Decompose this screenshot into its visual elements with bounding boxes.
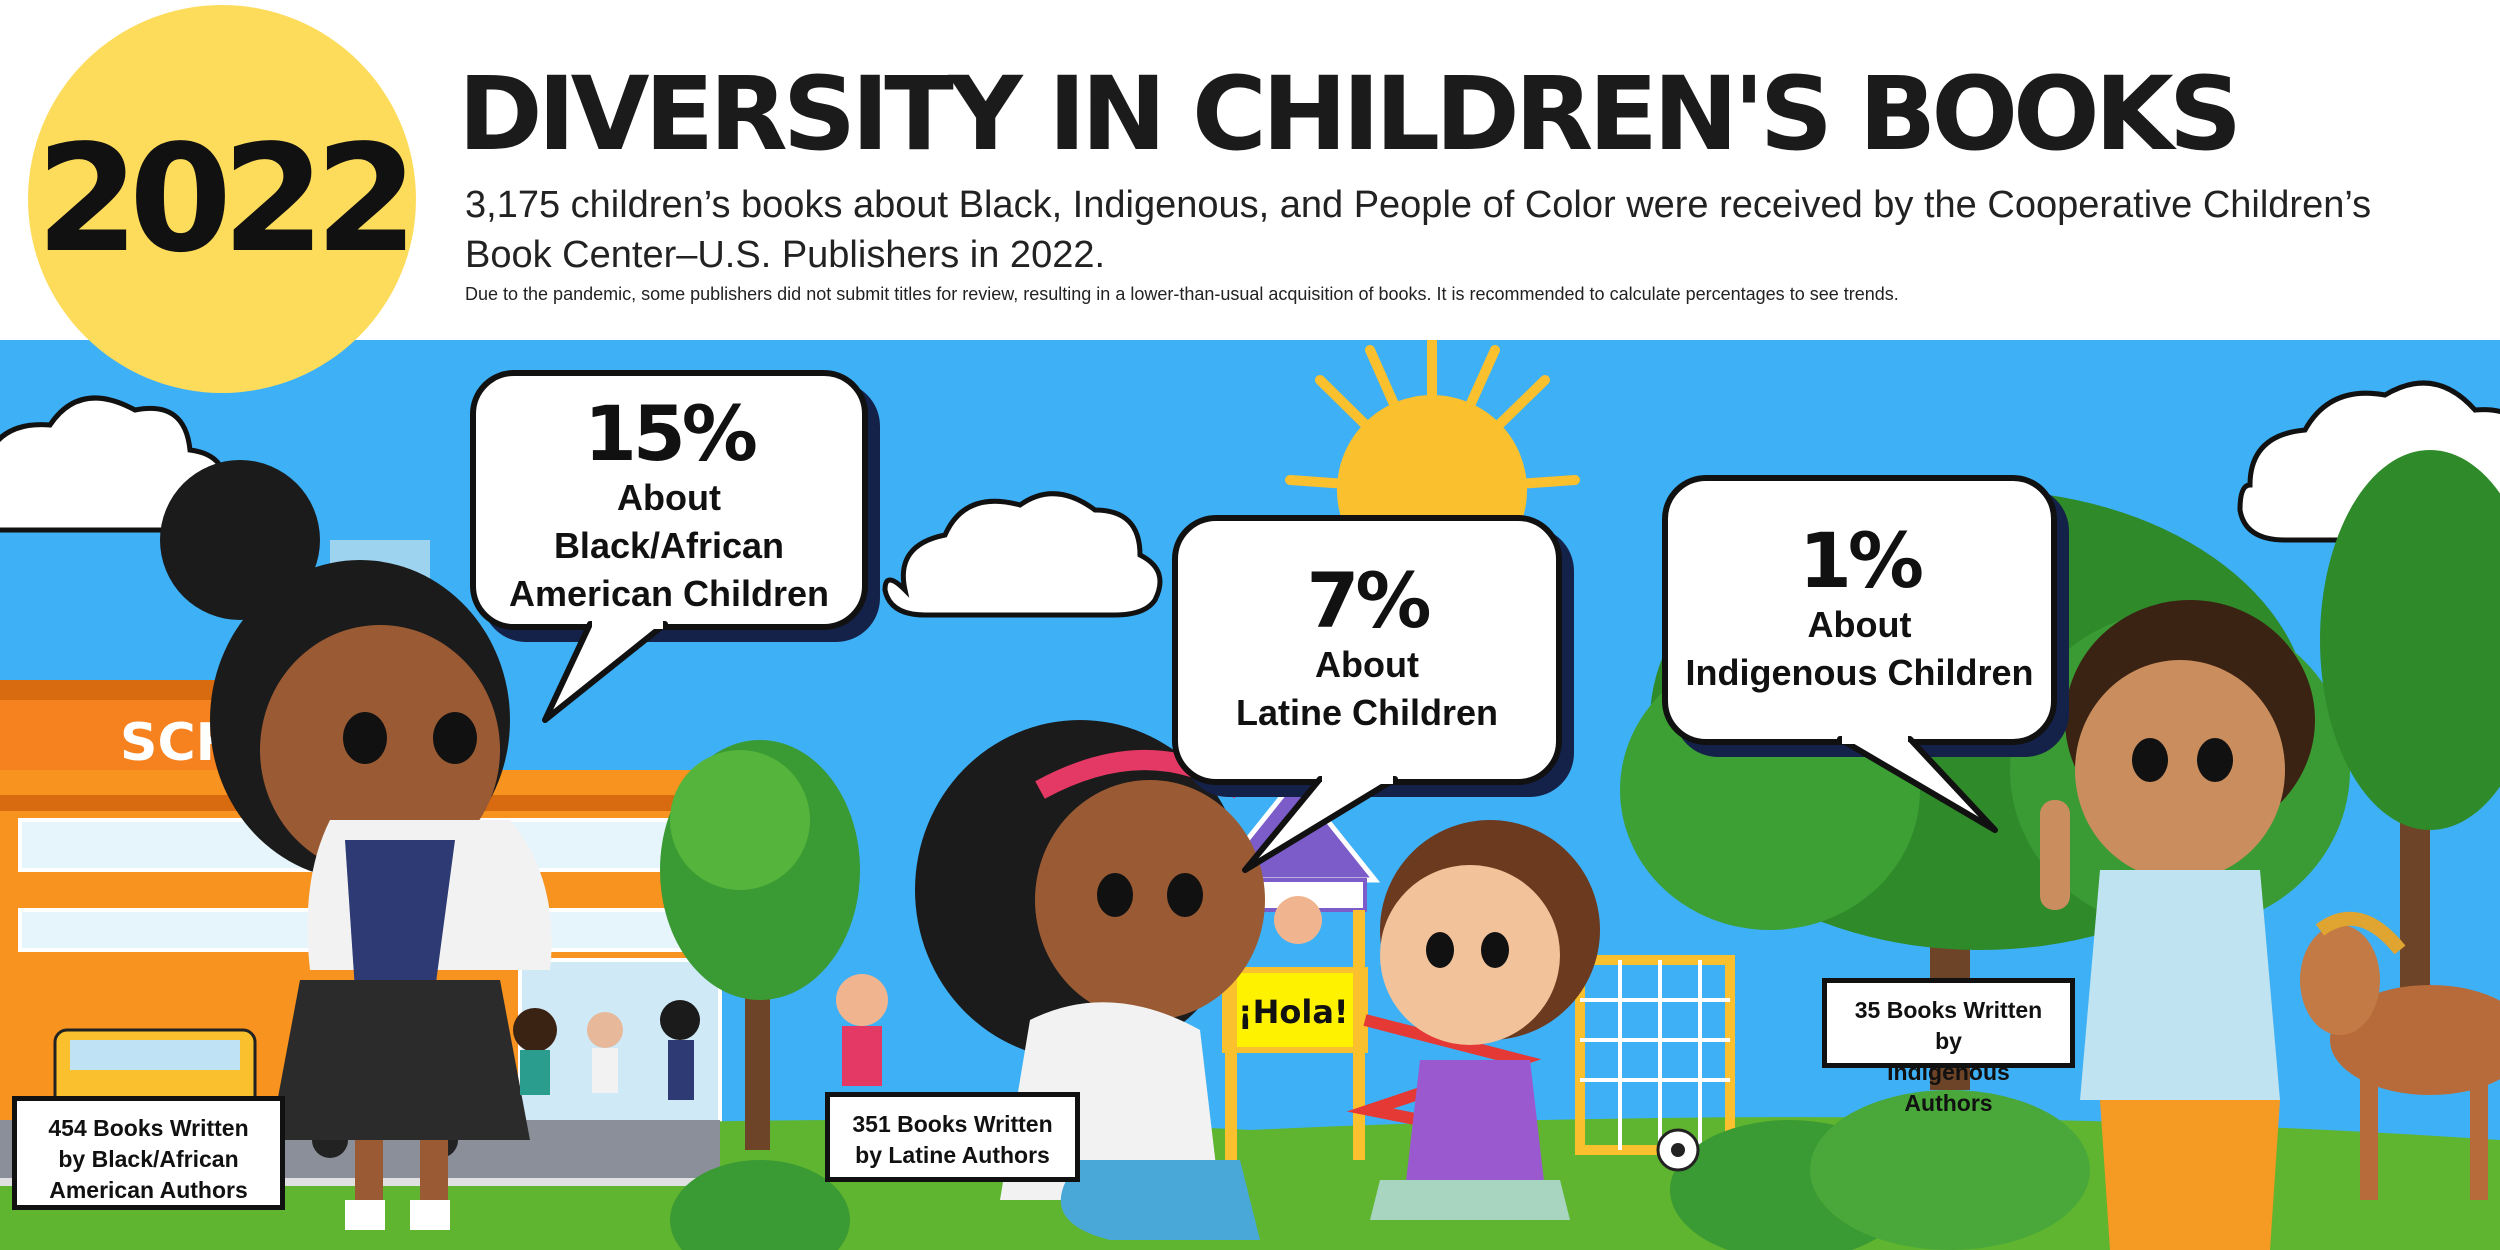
author-box-line: American Authors xyxy=(49,1177,248,1203)
bubble-latine: 7% About Latine Children xyxy=(1172,515,1562,785)
scene-illustration: SCHO ¡Hola! xyxy=(0,340,2500,1250)
bubble-label: About xyxy=(617,477,721,518)
bubble-label: Indigenous Children xyxy=(1685,652,2034,693)
subtitle: 3,175 children’s books about Black, Indi… xyxy=(465,184,2372,276)
illustration-scene: SCHO ¡Hola! xyxy=(0,340,2500,1250)
author-box-indigenous: 35 Books Written by Indigenous Authors xyxy=(1822,978,2075,1116)
girl-character-left xyxy=(160,460,552,1230)
header xyxy=(0,0,2500,340)
author-box-line: 454 Books Written xyxy=(48,1115,249,1141)
girl-character-center xyxy=(915,720,1265,1240)
bubble-tails xyxy=(542,619,1998,873)
small-kids-background xyxy=(513,896,1322,1100)
pandemic-note: Due to the pandemic, some publishers did… xyxy=(465,284,1899,304)
bubble-label: Latine Children xyxy=(1235,692,1499,733)
author-box-line: by Black/African xyxy=(58,1146,239,1172)
author-box-latine: 351 Books Written by Latine Authors xyxy=(825,1092,1080,1182)
girl-character-right xyxy=(1370,820,1600,1220)
bubble-label: Black/African xyxy=(553,525,785,566)
soccer-ball-icon xyxy=(1656,1128,1700,1172)
horse-icon xyxy=(2300,911,2500,1200)
percent-latine: 7% xyxy=(1306,556,1431,645)
page-title: DIVERSITY IN CHILDREN'S BOOKS xyxy=(458,55,2242,174)
author-box-line: 35 Books Written by xyxy=(1854,997,2043,1054)
hola-sign: ¡Hola! xyxy=(1238,993,1349,1031)
bubble-black-african-american: 15% About Black/African American Childre… xyxy=(470,370,868,630)
author-box-line: by Latine Authors xyxy=(855,1142,1050,1168)
bubble-label: American Children xyxy=(508,573,830,614)
bubble-label: About xyxy=(1807,604,1912,645)
percent-indigenous: 1% xyxy=(1798,516,1924,605)
bush xyxy=(1810,1090,2090,1250)
author-box-black-african-american: 454 Books Written by Black/African Ameri… xyxy=(12,1096,285,1210)
year-text: 2022 xyxy=(36,113,418,285)
bubble-indigenous: 1% About Indigenous Children xyxy=(1662,475,2057,745)
author-box-line: 351 Books Written xyxy=(852,1111,1053,1137)
author-box-line: Indigenous Authors xyxy=(1887,1059,2010,1116)
bubble-label: About xyxy=(1315,644,1419,685)
boy-character xyxy=(2040,600,2315,1250)
percent-black-african-american: 15% xyxy=(584,389,758,478)
bush xyxy=(670,1160,850,1250)
tree-icon xyxy=(660,740,860,1150)
year-badge: 2022 xyxy=(28,5,418,393)
cloud-icon xyxy=(882,491,1163,618)
